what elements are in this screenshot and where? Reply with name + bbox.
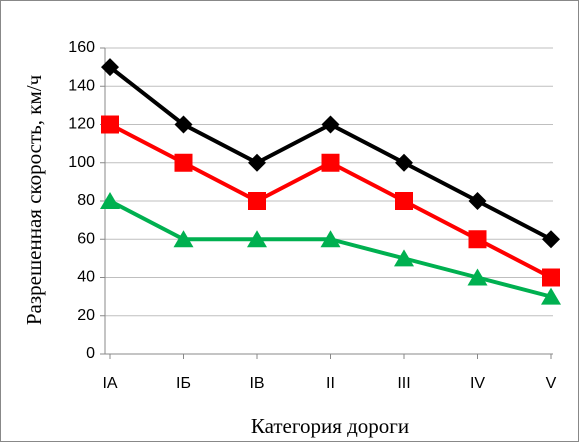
point bbox=[174, 153, 193, 172]
x-tick-label: III bbox=[397, 375, 410, 392]
x-tick-label: IV bbox=[470, 375, 485, 392]
y-tick-label: 160 bbox=[68, 39, 95, 56]
point bbox=[101, 115, 119, 134]
point bbox=[467, 268, 488, 286]
y-tick-label: 20 bbox=[77, 307, 95, 324]
y-tick-label: 140 bbox=[68, 77, 95, 94]
point bbox=[321, 115, 340, 134]
y-tick-label: 100 bbox=[68, 154, 95, 171]
x-tick-label: IВ bbox=[249, 375, 264, 392]
point bbox=[174, 115, 193, 134]
point bbox=[395, 153, 413, 172]
point bbox=[101, 58, 119, 77]
y-tick-label: 80 bbox=[77, 192, 95, 209]
x-tick-label: IБ bbox=[176, 375, 191, 392]
y-tick-label: 40 bbox=[77, 269, 95, 286]
y-tick-label: 120 bbox=[68, 116, 95, 133]
y-axis-title: Разрешенная скорость, км/ч bbox=[22, 74, 46, 325]
point bbox=[468, 230, 487, 249]
point bbox=[542, 268, 560, 287]
point bbox=[468, 192, 487, 210]
point bbox=[100, 192, 120, 209]
point bbox=[320, 230, 341, 248]
y-tick-label: 60 bbox=[77, 230, 95, 247]
point bbox=[247, 230, 267, 248]
point bbox=[248, 153, 266, 172]
point bbox=[395, 192, 413, 210]
point bbox=[542, 230, 560, 249]
point bbox=[248, 192, 266, 210]
point bbox=[541, 287, 561, 305]
x-axis-title: Категория дороги bbox=[251, 414, 409, 438]
point bbox=[394, 249, 414, 267]
point bbox=[321, 153, 340, 172]
x-tick-label: IА bbox=[102, 375, 117, 392]
point bbox=[173, 230, 194, 248]
y-tick-label: 0 bbox=[86, 345, 95, 362]
x-tick-label: V bbox=[546, 375, 557, 392]
x-tick-label: II bbox=[326, 375, 335, 392]
